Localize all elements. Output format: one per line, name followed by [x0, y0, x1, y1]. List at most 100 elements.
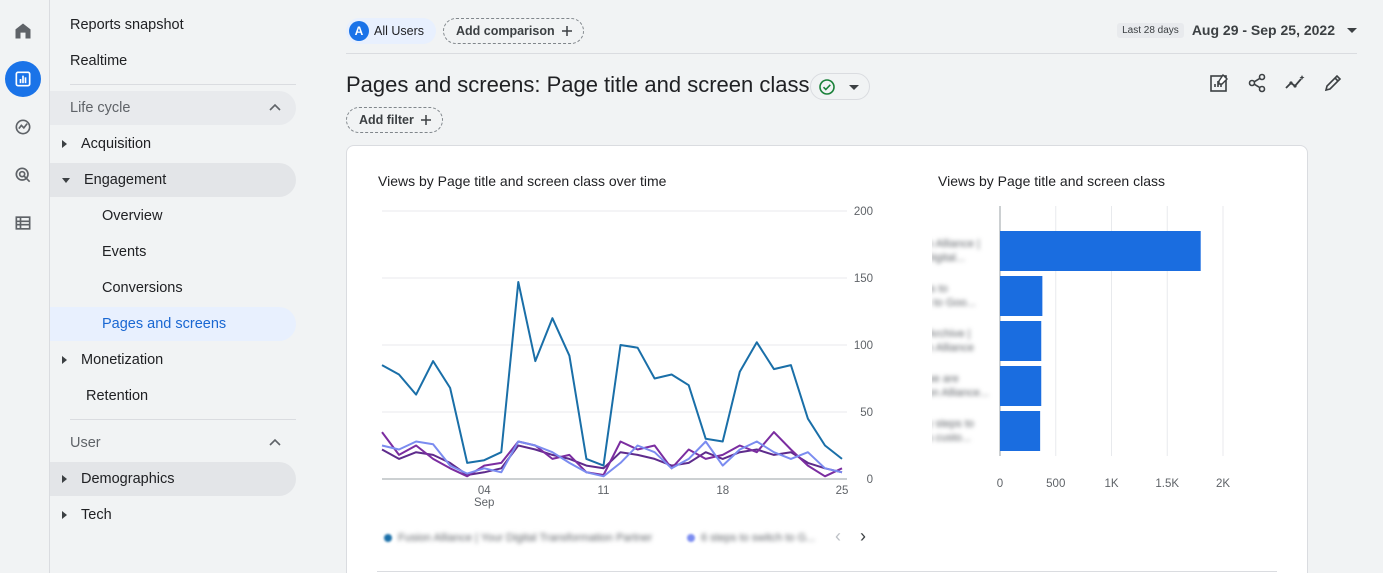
series-line: [381, 431, 843, 478]
dropdown-arrow-icon: [1347, 27, 1357, 33]
chevron-up-icon: [269, 103, 281, 111]
add-comparison-button[interactable]: Add comparison: [443, 18, 584, 44]
nav-section-lifecycle[interactable]: Life cycle: [50, 91, 296, 125]
legend-item-2[interactable]: 6 steps to switch to G...: [701, 532, 816, 544]
series-line: [381, 281, 843, 467]
nav-events[interactable]: Events: [50, 235, 296, 269]
bar: [1000, 321, 1042, 361]
nav-pages-and-screens[interactable]: Pages and screens: [50, 307, 296, 341]
nav-divider: [70, 84, 296, 85]
x-tick-label: 500: [1046, 478, 1065, 490]
edit-pencil-icon[interactable]: [1322, 72, 1344, 94]
nav-retention[interactable]: Retention: [50, 379, 296, 413]
nav-overview-label: Overview: [102, 208, 163, 224]
nav-overview[interactable]: Overview: [50, 199, 296, 233]
header-divider: [346, 53, 1357, 54]
report-nav: Reports snapshot Realtime Life cycle Acq…: [50, 0, 300, 573]
nav-conversions-label: Conversions: [102, 280, 183, 296]
bar-category-label: Work Archive |: [932, 328, 971, 340]
bar: [1000, 276, 1043, 316]
legend-next-button[interactable]: ›: [860, 526, 866, 546]
charts-card: Views by Page title and screen class ove…: [346, 145, 1308, 573]
x-tick-label: 0: [997, 478, 1003, 490]
x-tick-label: 2K: [1216, 478, 1230, 490]
add-filter-label: Add filter: [359, 113, 414, 127]
legend-swatch: [687, 534, 695, 542]
check-circle-icon: [819, 79, 835, 95]
nav-reports-snapshot-label: Reports snapshot: [70, 17, 184, 33]
nav-section-user-label: User: [70, 435, 101, 451]
date-range-text: Aug 29 - Sep 25, 2022: [1191, 22, 1335, 38]
customize-report-icon[interactable]: [1208, 72, 1230, 94]
x-tick-label: 04: [478, 485, 491, 497]
y-tick-label: 150: [854, 273, 873, 285]
nav-monetization-label: Monetization: [81, 352, 164, 368]
nav-monetization[interactable]: Monetization: [50, 343, 296, 377]
expand-down-icon: [62, 177, 70, 183]
home-icon[interactable]: [5, 13, 41, 49]
segment-chip[interactable]: A All Users: [346, 18, 437, 44]
y-tick-label: 50: [860, 407, 873, 419]
report-toolbar: [1208, 72, 1344, 94]
data-quality-dropdown[interactable]: [810, 73, 870, 100]
nav-realtime[interactable]: Realtime: [50, 44, 296, 78]
date-range-picker[interactable]: Last 28 days Aug 29 - Sep 25, 2022: [1117, 22, 1357, 38]
segment-badge: A: [349, 21, 369, 41]
y-tick-label: 100: [854, 340, 873, 352]
nav-conversions[interactable]: Conversions: [50, 271, 296, 305]
bar-category-label: | Fusion Alliance...: [932, 387, 989, 399]
x-tick-sublabel: Sep: [474, 497, 494, 509]
configure-icon[interactable]: [5, 205, 41, 241]
x-tick-label: 25: [836, 485, 849, 497]
nav-retention-label: Retention: [86, 388, 149, 404]
insights-icon[interactable]: [1284, 72, 1306, 94]
y-tick-label: 200: [854, 206, 873, 218]
y-tick-label: 0: [867, 474, 873, 486]
nav-engagement-label: Engagement: [84, 172, 167, 188]
add-filter-button[interactable]: Add filter: [346, 107, 443, 133]
bar-category-label: 6 steps to: [932, 283, 948, 295]
legend-swatch: [384, 534, 392, 542]
bar-category-label: Your Digital...: [932, 252, 965, 264]
nav-section-lifecycle-label: Life cycle: [70, 100, 131, 116]
advertising-icon[interactable]: [5, 157, 41, 193]
nav-acquisition-label: Acquisition: [81, 136, 152, 152]
segment-label: All Users: [374, 24, 425, 38]
dropdown-arrow-icon: [849, 85, 859, 90]
date-preset-pill: Last 28 days: [1117, 22, 1184, 38]
nav-tech[interactable]: Tech: [50, 498, 296, 532]
page-title: Pages and screens: Page title and screen…: [346, 72, 810, 97]
legend-prev-button[interactable]: ‹: [835, 526, 841, 546]
comparison-bar: A All Users Add comparison Last 28 days …: [346, 18, 1357, 52]
nav-reports-snapshot[interactable]: Reports snapshot: [50, 8, 296, 42]
plus-icon: [561, 26, 572, 36]
share-icon[interactable]: [1246, 72, 1268, 94]
bar-category-label: Who we are: [932, 373, 959, 385]
nav-section-user[interactable]: User: [50, 426, 296, 460]
expand-right-icon: [62, 475, 67, 483]
x-tick-label: 11: [598, 485, 610, 497]
explore-icon[interactable]: [5, 109, 41, 145]
x-tick-label: 18: [716, 485, 729, 497]
bar: [1000, 366, 1042, 406]
nav-demographics[interactable]: Demographics: [50, 462, 296, 496]
card-divider: [377, 571, 1277, 572]
expand-right-icon: [62, 356, 67, 364]
bar-chart[interactable]: 0 500 1K 1.5K 2K Fusion Alliance | Your Digita…: [932, 201, 1292, 521]
icon-rail: [0, 0, 50, 573]
expand-right-icon: [62, 511, 67, 519]
legend-item-1[interactable]: Fusion Alliance | Your Digital Transform…: [398, 532, 653, 544]
nav-tech-label: Tech: [81, 507, 112, 523]
nav-events-label: Events: [102, 244, 147, 260]
nav-acquisition[interactable]: Acquisition: [50, 127, 296, 161]
nav-divider: [70, 419, 296, 420]
nav-engagement[interactable]: Engagement: [50, 163, 296, 197]
nav-pages-and-screens-label: Pages and screens: [102, 316, 227, 332]
bar: [1000, 231, 1201, 271]
reports-icon[interactable]: [5, 61, 41, 97]
nav-realtime-label: Realtime: [70, 53, 128, 69]
bar: [1000, 411, 1041, 451]
bar-category-label: Fusion Alliance |: [932, 238, 980, 250]
series-line: [381, 440, 843, 478]
